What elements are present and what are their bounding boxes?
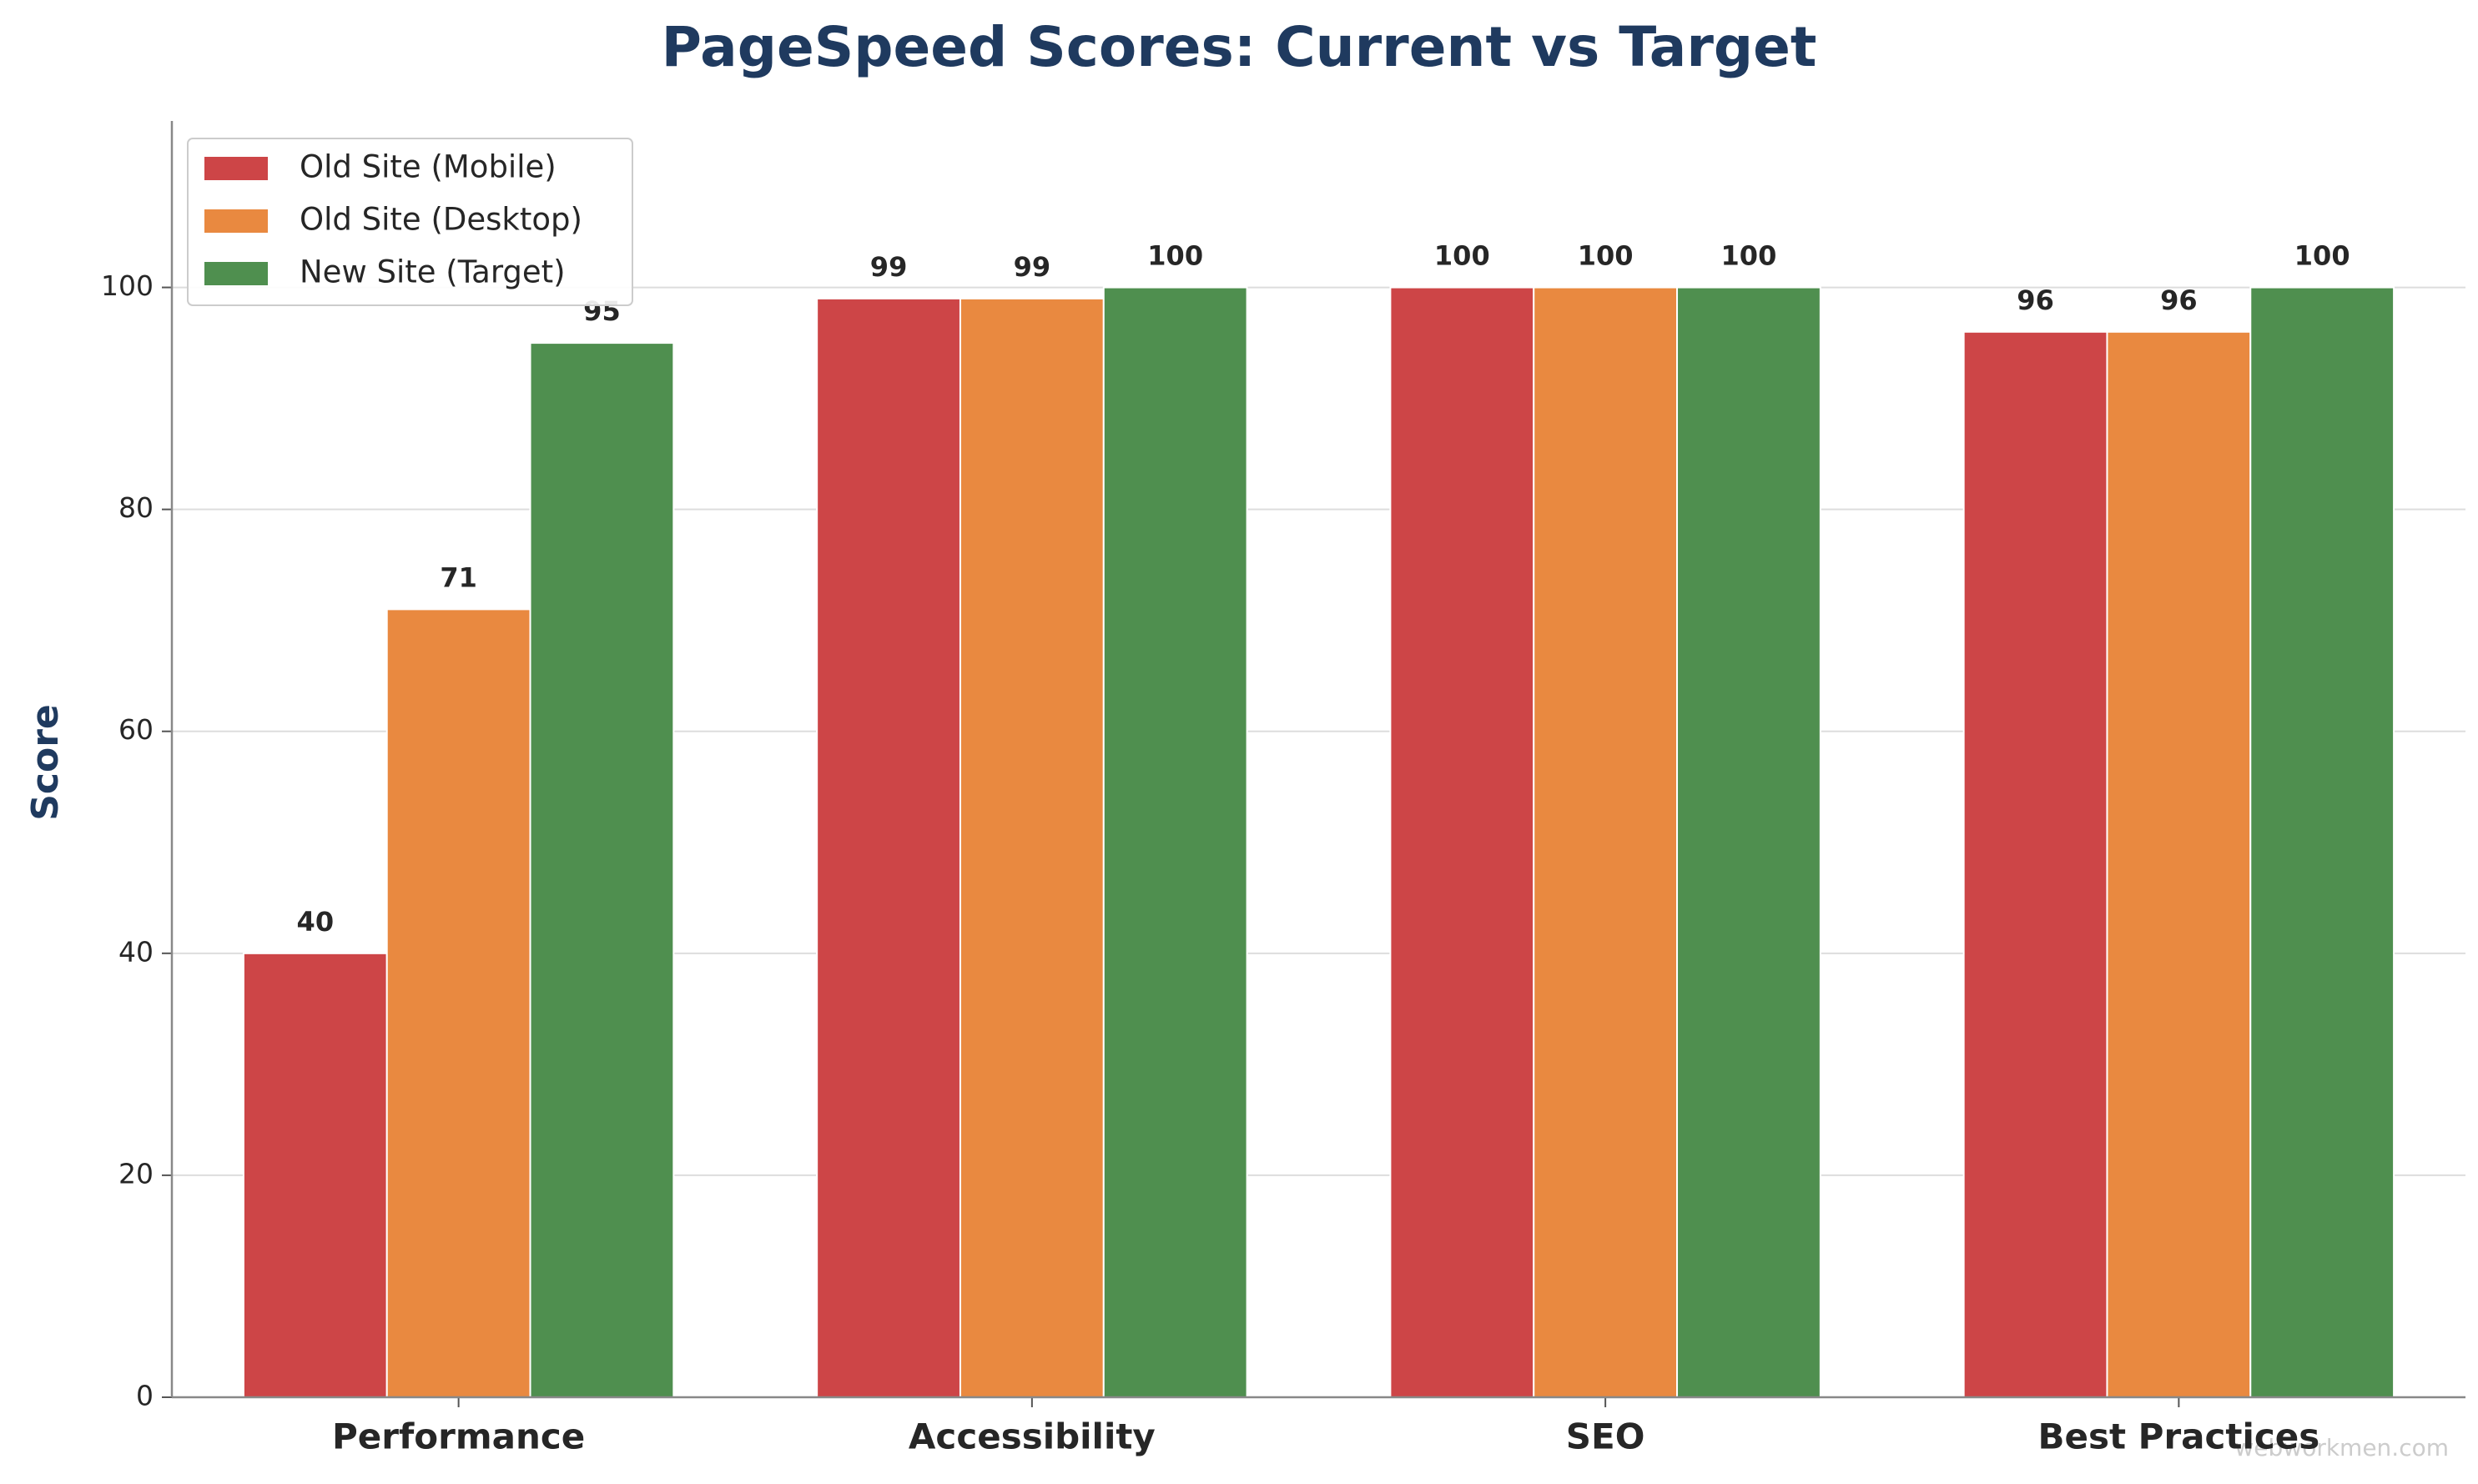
bar [385,608,531,1398]
bar [529,342,675,1399]
x-tick-label: Accessibility [909,1416,1156,1457]
bar [2249,286,2395,1399]
y-tick-label: 80 [118,491,154,524]
value-label: 96 [2160,284,2198,316]
legend-label: New Site (Target) [300,254,566,290]
value-label: 100 [1578,240,1634,272]
bar [816,297,961,1399]
legend-swatch [204,157,268,180]
bar [1676,286,1821,1399]
y-tick-label: 60 [118,713,154,746]
bar [959,297,1105,1399]
value-label: 100 [1434,240,1490,272]
chart-title: PageSpeed Scores: Current vs Target [662,15,1817,79]
y-tick-label: 20 [118,1157,154,1190]
x-tick-label: Performance [332,1416,585,1457]
x-tick-label: SEO [1566,1416,1645,1457]
value-label: 96 [2017,284,2054,316]
bar [242,952,388,1398]
value-label: 100 [1721,240,1777,272]
y-tick-label: 40 [118,935,154,968]
value-label: 100 [1147,240,1203,272]
value-label: 100 [2294,240,2350,272]
bar [1389,286,1535,1399]
x-tick-label: Best Practices [2037,1416,2319,1457]
bar [1102,286,1248,1399]
bar [1533,286,1679,1399]
legend-swatch [204,262,268,285]
legend-box [187,138,633,306]
legend-label: Old Site (Desktop) [300,202,582,238]
value-label: 40 [297,906,335,938]
bar [2106,330,2252,1399]
legend-label: Old Site (Mobile) [300,149,557,185]
watermark: webworkmen.com [2234,1434,2449,1461]
value-label: 99 [1014,251,1051,283]
legend-swatch [204,209,268,233]
value-label: 99 [870,251,908,283]
y-tick-label: 0 [136,1380,154,1412]
value-label: 71 [440,561,477,593]
bar [1962,330,2108,1399]
y-axis-label: Score [24,704,67,821]
y-tick-label: 100 [101,269,154,302]
